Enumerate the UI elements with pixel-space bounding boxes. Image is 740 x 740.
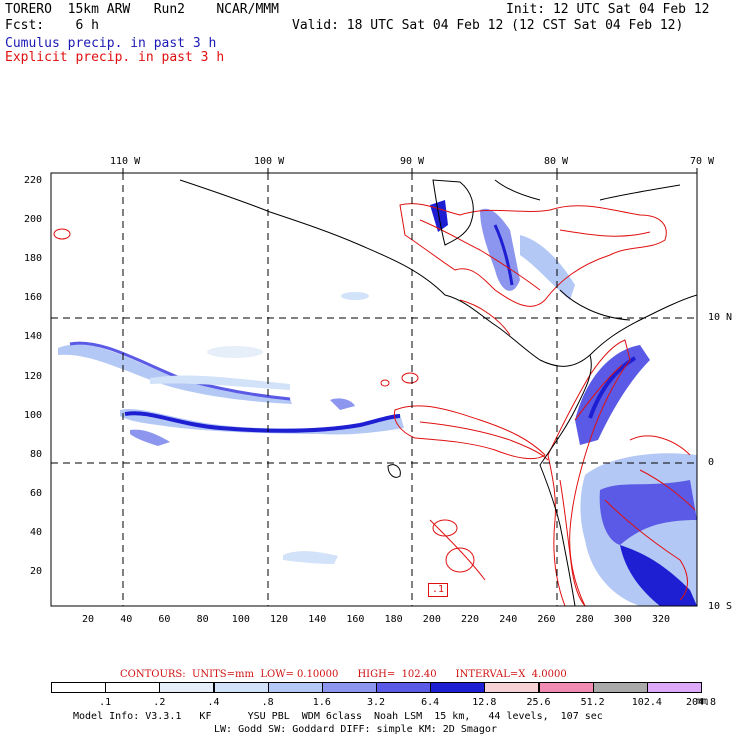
valid-time: Valid: 18 UTC Sat 04 Feb 12 (12 CST Sat … — [292, 18, 684, 33]
contours-info: CONTOURS: UNITS=mm LOW= 0.10000 HIGH= 10… — [120, 669, 567, 680]
colorbar-label: .8 — [261, 697, 274, 708]
colorbar-label: 25.6 — [526, 697, 551, 708]
grid-x-tick-label: 320 — [652, 614, 671, 625]
lon-label-70w: 70 W — [690, 156, 715, 167]
grid-x-tick-label: 100 — [231, 614, 250, 625]
colorbar-swatch — [430, 682, 486, 693]
grid-x-tick-label: 160 — [346, 614, 365, 625]
grid-y-tick-label: 220 — [24, 175, 43, 186]
colorbar-swatch — [376, 682, 432, 693]
colorbar-swatch — [267, 682, 323, 693]
colorbar-label: 51.2 — [580, 697, 605, 708]
grid-y-tick-label: 80 — [30, 448, 43, 460]
grid-y-tick-label: 200 — [24, 214, 43, 226]
grid-x-tick-label: 80 — [196, 614, 209, 625]
colorbar-swatch — [321, 682, 377, 693]
grid-x-tick-label: 300 — [613, 614, 632, 625]
top-lon-ticks — [122, 168, 698, 173]
colorbar-label: 6.4 — [421, 697, 440, 708]
grid-x-tick-label: 120 — [270, 614, 289, 625]
grid-x-tick-label: 220 — [461, 614, 480, 625]
colorbar-label: 3.2 — [366, 697, 386, 708]
graticule — [51, 173, 697, 606]
grid-y-tick-label: 100 — [24, 409, 43, 421]
model-info: Model Info: V3.3.1 KF YSU PBL WDM 6class… — [73, 711, 603, 722]
grid-y-tick-label: 120 — [24, 370, 43, 382]
colorbar-unit: mm — [696, 696, 709, 707]
coastlines — [179, 179, 697, 606]
colorbar-label: 12.8 — [472, 697, 497, 708]
explicit-precip-contours — [53, 203, 696, 606]
lon-label-100w: 100 W — [254, 156, 285, 167]
colorbar-label: 204.8 — [685, 697, 717, 708]
grid-x-tick-label: 200 — [422, 614, 441, 625]
grid-x-tick-label: 60 — [158, 614, 171, 625]
model-title: TORERO 15km ARW Run2 NCAR/MMM — [5, 2, 279, 17]
colorbar-swatch — [213, 682, 269, 693]
grid-y-tick-label: 60 — [30, 487, 43, 499]
colorbar-swatch — [159, 682, 215, 693]
colorbar-label: 102.4 — [631, 697, 662, 708]
grid-y-tick-label: 140 — [24, 331, 43, 343]
grid-y-tick-label: 20 — [30, 566, 43, 577]
legend-explicit: Explicit precip. in past 3 h — [5, 50, 225, 65]
grid-x-tick-label: 280 — [575, 614, 594, 625]
lon-label-90w: 90 W — [400, 156, 425, 167]
lat-label-10n: 10 N — [708, 312, 733, 323]
colorbar-swatch — [51, 682, 107, 693]
contour-value-label: .1 — [428, 583, 449, 597]
colorbar-swatch — [105, 682, 161, 693]
grid-y-tick-label: 40 — [30, 526, 43, 538]
forecast-hour: Fcst: 6 h — [5, 18, 99, 33]
grid-x-tick-label: 40 — [120, 614, 133, 625]
grid-y-tick-label: 180 — [24, 253, 43, 265]
colorbar-label: 1.6 — [312, 697, 331, 708]
init-time: Init: 12 UTC Sat 04 Feb 12 — [506, 2, 710, 17]
grid-y-tick-label: 160 — [24, 292, 43, 304]
colorbar-label: .1 — [99, 697, 112, 708]
lat-label-10s: 10 S — [708, 601, 733, 612]
grid-x-tick-label: 240 — [499, 614, 518, 625]
colorbar-swatch — [538, 682, 594, 693]
grid-x-tick-label: 140 — [308, 614, 327, 625]
colorbar-swatch — [484, 682, 540, 693]
legend-cumulus: Cumulus precip. in past 3 h — [5, 36, 217, 51]
colorbar-swatch — [592, 682, 648, 693]
grid-x-tick-label: 180 — [384, 614, 403, 625]
lon-label-80w: 80 W — [544, 156, 569, 167]
model-physics: LW: Godd SW: Goddard DIFF: simple KM: 2D… — [214, 724, 497, 735]
lat-label-0: 0 — [708, 457, 715, 468]
map-frame — [50, 172, 698, 607]
lon-label-110w: 110 W — [110, 156, 141, 167]
colorbar-swatch — [646, 682, 702, 693]
grid-x-tick-label: 20 — [82, 614, 95, 625]
colorbar-label: .4 — [207, 697, 220, 708]
grid-x-tick-label: 260 — [537, 614, 556, 625]
colorbar-label: .2 — [153, 697, 166, 708]
